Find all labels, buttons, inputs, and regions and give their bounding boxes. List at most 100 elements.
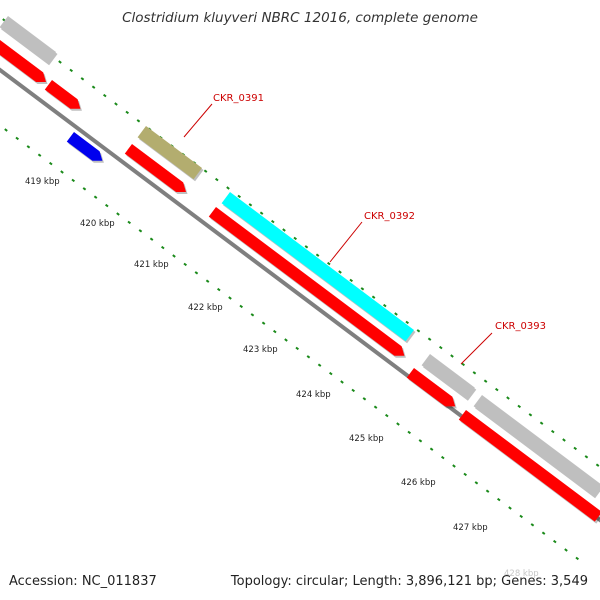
- ruler-tick-lower: [396, 422, 400, 426]
- ruler-tick-upper: [584, 455, 589, 459]
- ruler-tick-lower: [228, 296, 232, 300]
- ruler-tick-lower: [183, 262, 187, 267]
- ruler-tick-lower: [104, 203, 109, 208]
- ruler-tick-lower: [194, 271, 199, 275]
- cds-arrow[interactable]: [44, 80, 81, 109]
- ruler-tick-lower: [239, 304, 243, 309]
- callout-line: [329, 221, 363, 263]
- ruler-tick-upper: [91, 85, 96, 89]
- ruler-tick-lower: [15, 136, 20, 141]
- ruler-tick-lower: [273, 329, 277, 334]
- ruler-tick-lower: [519, 514, 524, 519]
- gene-feature[interactable]: [0, 16, 56, 64]
- ruler-tick-upper: [416, 329, 421, 333]
- ruler-tick-lower: [564, 548, 568, 552]
- ruler-tick-upper: [282, 228, 286, 232]
- ruler-tick-lower: [373, 405, 378, 409]
- ruler-label: 421 kbp: [134, 260, 169, 270]
- ruler-tick-lower: [82, 187, 87, 191]
- ruler-label: 424 kbp: [296, 390, 331, 400]
- ruler-tick-upper: [136, 119, 141, 123]
- gene-label[interactable]: CKR_0392: [364, 211, 415, 222]
- ruler-tick-lower: [340, 380, 344, 384]
- map-title: Clostridium kluyveri NBRC 12016, complet…: [122, 10, 478, 26]
- ruler-tick-upper: [315, 253, 320, 257]
- gene-label[interactable]: CKR_0393: [495, 321, 546, 332]
- ruler-tick-lower: [463, 472, 467, 477]
- blue-feature[interactable]: [66, 132, 103, 161]
- callout-line: [460, 332, 493, 365]
- ruler-label: 428 kbp: [504, 569, 539, 579]
- ruler-tick-lower: [295, 346, 299, 351]
- ruler-tick-lower: [362, 397, 367, 401]
- ruler-tick-lower: [71, 178, 76, 183]
- ruler-tick-lower: [138, 229, 143, 233]
- ruler-tick-upper: [304, 245, 309, 249]
- ruler-tick-lower: [485, 489, 490, 493]
- cds-arrow[interactable]: [458, 410, 600, 522]
- ruler-tick-lower: [575, 556, 580, 561]
- ruler-tick-upper: [439, 345, 443, 350]
- ruler-tick-lower: [418, 439, 423, 443]
- ruler-tick-lower: [306, 355, 311, 359]
- ruler-tick-lower: [452, 464, 456, 468]
- ruler-tick-upper: [461, 362, 465, 367]
- ruler-label: 425 kbp: [349, 434, 384, 444]
- cds-arrow[interactable]: [124, 144, 186, 192]
- gene-feature-CKR_0392[interactable]: [221, 192, 414, 342]
- ruler-tick-lower: [172, 254, 176, 258]
- ruler-tick-lower: [317, 363, 322, 367]
- ruler-tick-upper: [58, 60, 62, 64]
- ruler-tick-lower: [407, 430, 411, 435]
- ruler-tick-upper: [226, 186, 230, 190]
- ruler-tick-upper: [528, 413, 533, 417]
- ruler-tick-lower: [429, 447, 434, 451]
- ruler-tick-upper: [80, 77, 85, 81]
- ruler-tick-lower: [4, 128, 8, 132]
- ruler-tick-upper: [259, 211, 264, 215]
- ruler-label: 423 kbp: [243, 345, 278, 355]
- ruler-tick-upper: [517, 404, 522, 409]
- ruler-tick-upper: [539, 421, 544, 425]
- cds-arrow[interactable]: [406, 368, 456, 407]
- misc-feature[interactable]: [137, 126, 202, 180]
- ruler-tick-lower: [37, 153, 42, 157]
- ruler-tick-lower: [48, 161, 53, 166]
- ruler-tick-lower: [161, 245, 165, 250]
- gene-feature[interactable]: [421, 354, 475, 399]
- ruler-tick-upper: [327, 261, 331, 266]
- ruler-tick-lower: [149, 237, 154, 241]
- ruler-tick-upper: [573, 446, 578, 451]
- ruler-tick-lower: [385, 413, 389, 418]
- ruler-tick-upper: [506, 396, 510, 400]
- ruler-tick-lower: [127, 220, 131, 225]
- ruler-tick-lower: [284, 338, 288, 342]
- ruler-tick-upper: [203, 169, 208, 173]
- cds-arrow[interactable]: [0, 40, 46, 82]
- ruler-label: 419 kbp: [25, 177, 60, 187]
- ruler-tick-upper: [271, 219, 275, 224]
- gene-feature[interactable]: [473, 395, 600, 497]
- ruler-tick-upper: [383, 303, 387, 308]
- ruler-tick-upper: [550, 429, 555, 434]
- ruler-tick-upper: [248, 203, 253, 207]
- ruler-label: 427 kbp: [453, 523, 488, 533]
- topology-label: Topology: circular; Length: 3,896,121 bp…: [230, 574, 588, 589]
- ruler-tick-upper: [371, 295, 376, 299]
- ruler-tick-upper: [394, 312, 398, 316]
- ruler-tick-upper: [450, 354, 454, 358]
- ruler-tick-upper: [338, 270, 342, 274]
- cds-arrow[interactable]: [208, 207, 405, 356]
- ruler-tick-lower: [26, 145, 31, 149]
- ruler-tick-lower: [205, 279, 210, 283]
- ruler-tick-upper: [483, 379, 488, 383]
- ruler-tick-upper: [562, 438, 566, 442]
- ruler-tick-lower: [351, 388, 355, 393]
- gene-label[interactable]: CKR_0391: [213, 93, 264, 104]
- ruler-tick-lower: [116, 212, 120, 216]
- ruler-tick-upper: [69, 68, 74, 73]
- ruler-tick-upper: [360, 287, 365, 291]
- ruler-tick-upper: [237, 194, 241, 199]
